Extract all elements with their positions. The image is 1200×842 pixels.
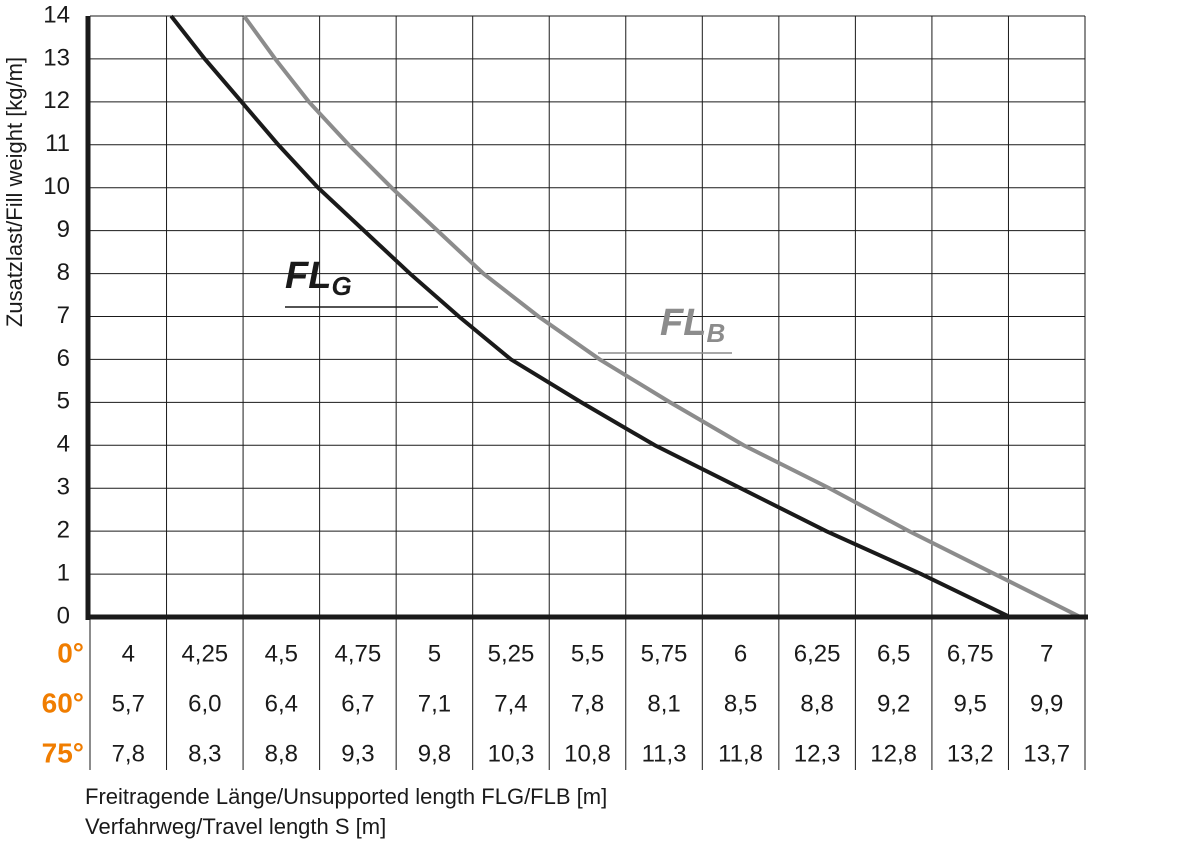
y-tick-label: 7 <box>57 302 70 329</box>
table-cell: 6,7 <box>341 690 374 717</box>
y-tick-label: 9 <box>57 216 70 243</box>
table-cell: 10,3 <box>488 740 535 767</box>
table-cell: 12,3 <box>794 740 841 767</box>
x-tick-label: 4 <box>122 640 135 667</box>
table-cell: 9,9 <box>1030 690 1063 717</box>
table-cell: 6,0 <box>188 690 221 717</box>
table-cell: 7,8 <box>571 690 604 717</box>
x-tick-label: 5,5 <box>571 640 604 667</box>
y-tick-label: 11 <box>45 130 70 157</box>
series-label: FLG <box>285 255 352 301</box>
y-tick-label: 0 <box>57 602 70 629</box>
series-line <box>169 14 1011 617</box>
y-tick-label: 6 <box>57 345 70 372</box>
x-axis-label: Freitragende Länge/Unsupported length FL… <box>85 784 607 809</box>
angle-label: 60° <box>42 687 84 718</box>
y-tick-label: 3 <box>57 474 70 501</box>
y-tick-label: 13 <box>43 44 70 71</box>
table-cell: 13,2 <box>947 740 994 767</box>
table-cell: 9,2 <box>877 690 910 717</box>
x-tick-label: 4,75 <box>335 640 382 667</box>
y-axis-label: Zusatzlast/Fill weight [kg/m] <box>2 57 27 327</box>
y-tick-label: 12 <box>43 87 70 114</box>
table-cell: 7,4 <box>494 690 527 717</box>
angle-label: 75° <box>42 737 84 768</box>
table-cell: 5,7 <box>112 690 145 717</box>
x-tick-label: 4,5 <box>265 640 298 667</box>
x-tick-label: 4,25 <box>181 640 228 667</box>
y-tick-label: 8 <box>57 259 70 286</box>
table-cell: 8,1 <box>647 690 680 717</box>
angle-label: 0° <box>57 637 84 668</box>
x-tick-label: 5,25 <box>488 640 535 667</box>
table-cell: 11,8 <box>718 740 763 767</box>
x-axis-label-2: Verfahrweg/Travel length S [m] <box>85 814 386 839</box>
table-cell: 12,8 <box>870 740 917 767</box>
x-tick-label: 5,75 <box>641 640 688 667</box>
table-cell: 6,4 <box>265 690 298 717</box>
y-tick-label: 5 <box>57 388 70 415</box>
y-tick-label: 2 <box>57 516 70 543</box>
table-cell: 11,3 <box>642 740 687 767</box>
table-cell: 7,8 <box>112 740 145 767</box>
series-line <box>242 14 1082 617</box>
y-tick-label: 10 <box>43 173 70 200</box>
x-tick-label: 7 <box>1040 640 1053 667</box>
table-cell: 9,3 <box>341 740 374 767</box>
table-cell: 9,5 <box>954 690 987 717</box>
table-cell: 8,5 <box>724 690 757 717</box>
table-cell: 10,8 <box>564 740 611 767</box>
x-tick-label: 6,75 <box>947 640 994 667</box>
table-cell: 8,8 <box>265 740 298 767</box>
x-tick-label: 6 <box>734 640 747 667</box>
y-tick-label: 1 <box>57 559 70 586</box>
x-tick-label: 6,25 <box>794 640 841 667</box>
series-label: FLB <box>660 302 725 348</box>
x-tick-label: 6,5 <box>877 640 910 667</box>
x-tick-label: 5 <box>428 640 441 667</box>
y-tick-label: 14 <box>43 1 70 28</box>
table-cell: 8,8 <box>800 690 833 717</box>
table-cell: 13,7 <box>1023 740 1070 767</box>
table-cell: 9,8 <box>418 740 451 767</box>
y-tick-label: 4 <box>57 431 70 458</box>
table-cell: 8,3 <box>188 740 221 767</box>
table-cell: 7,1 <box>418 690 451 717</box>
